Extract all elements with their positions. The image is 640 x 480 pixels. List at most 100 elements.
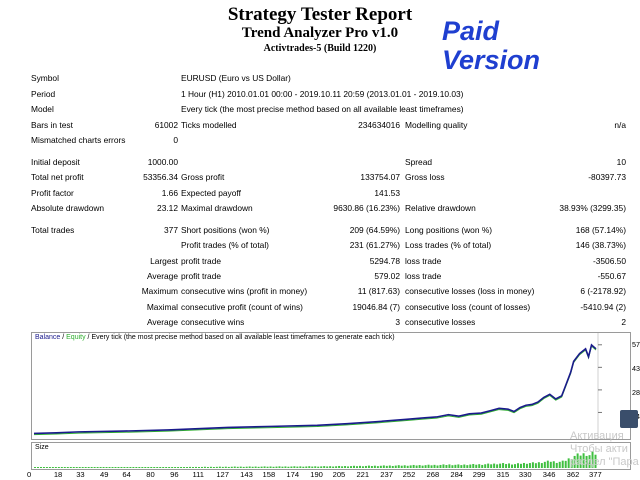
grossprofit-label: Gross profit xyxy=(181,172,225,182)
size-bar xyxy=(293,466,296,468)
size-bar xyxy=(558,461,561,468)
size-bar xyxy=(221,466,224,468)
size-bar xyxy=(99,467,102,468)
size-bar xyxy=(81,467,84,468)
size-bar xyxy=(90,467,93,468)
size-bar xyxy=(236,466,239,468)
size-bar xyxy=(549,461,552,468)
size-bar xyxy=(248,466,251,468)
size-bar xyxy=(421,465,424,468)
size-bar xyxy=(239,466,242,468)
size-bar xyxy=(582,453,585,468)
size-bar xyxy=(454,464,457,468)
average-loss-value: -550.67 xyxy=(597,271,626,281)
size-bar xyxy=(466,465,469,468)
size-bar xyxy=(364,465,367,468)
mismatch-label: Mismatched charts errors xyxy=(31,135,126,145)
size-bar xyxy=(484,464,487,468)
size-bar xyxy=(42,467,45,468)
maximal-label: Maximal xyxy=(146,302,178,312)
size-bar xyxy=(439,464,442,468)
broker-build: Activtrades-5 (Build 1220) xyxy=(263,43,377,54)
x-tick-label: 252 xyxy=(402,470,416,479)
netprofit-value: 53356.34 xyxy=(143,172,178,182)
size-bar xyxy=(305,466,308,468)
size-bar xyxy=(48,467,51,468)
size-bar xyxy=(350,466,353,468)
short-label: Short positions (won %) xyxy=(181,225,270,235)
quality-label: Modelling quality xyxy=(405,120,468,130)
size-bar xyxy=(34,467,36,468)
size-bar xyxy=(585,455,588,468)
size-bar xyxy=(150,467,153,468)
size-bar xyxy=(412,464,415,468)
max-wins-label: consecutive wins (profit in money) xyxy=(181,286,308,296)
size-bar xyxy=(57,467,60,468)
pf-label: Profit factor xyxy=(31,188,74,198)
max-losses-value: 6 (-2178.92) xyxy=(580,286,626,296)
size-bar xyxy=(117,467,120,468)
size-bar xyxy=(355,466,358,468)
paid-version-badge: Paid Version xyxy=(442,17,540,75)
average-profit-label: profit trade xyxy=(181,271,222,281)
size-bar xyxy=(552,461,555,468)
bars-label: Bars in test xyxy=(31,120,73,130)
size-bar xyxy=(254,466,257,468)
size-bar xyxy=(287,466,290,468)
size-bar xyxy=(588,455,591,468)
maximal-profit-label: consecutive profit (count of wins) xyxy=(181,302,303,312)
long-label: Long positions (won %) xyxy=(405,225,493,235)
x-tick-label: 64 xyxy=(122,470,131,479)
size-bar xyxy=(373,465,376,468)
size-bar xyxy=(171,467,174,468)
size-bar xyxy=(132,467,135,468)
size-bar xyxy=(361,466,364,468)
size-bar xyxy=(409,465,412,468)
size-bar xyxy=(347,466,350,468)
size-bar xyxy=(403,465,406,468)
balance-line xyxy=(33,343,597,435)
losstrades-label: Loss trades (% of total) xyxy=(405,240,492,250)
x-tick-label: 18 xyxy=(53,470,63,479)
x-tick-label: 96 xyxy=(170,470,179,479)
watermark-line: раздел "Пара xyxy=(570,456,639,468)
deposit-label: Initial deposit xyxy=(31,157,80,167)
size-bar xyxy=(490,464,493,468)
size-bar xyxy=(540,463,543,468)
x-tick-label: 330 xyxy=(518,470,532,479)
size-bar xyxy=(281,466,284,468)
size-bar xyxy=(427,464,430,468)
size-bar xyxy=(418,465,421,468)
avg-wins-label: consecutive wins xyxy=(181,317,245,327)
legend-separator: / xyxy=(60,334,67,341)
size-bar xyxy=(138,467,141,468)
size-bar xyxy=(341,466,344,468)
size-bar xyxy=(251,466,254,468)
size-chart-plot xyxy=(34,451,597,468)
maximal-loss-label: consecutive loss (count of losses) xyxy=(405,302,531,312)
max-losses-label: consecutive losses (loss in money) xyxy=(405,286,535,296)
size-bar xyxy=(102,467,105,468)
payoff-label: Expected payoff xyxy=(181,188,241,198)
size-bar xyxy=(591,451,594,468)
legend-description: / Every tick (the most precise method ba… xyxy=(85,334,395,341)
size-bar xyxy=(126,467,129,468)
largest-loss-label: loss trade xyxy=(405,256,442,266)
size-bar xyxy=(135,467,138,468)
size-bar xyxy=(87,467,90,468)
size-bar xyxy=(570,459,573,468)
spread-label: Spread xyxy=(405,157,433,167)
size-bar xyxy=(338,465,341,468)
size-bar xyxy=(546,460,549,468)
size-bar xyxy=(162,467,165,468)
size-bar xyxy=(335,466,338,468)
size-bar xyxy=(358,465,361,468)
size-bar xyxy=(233,466,236,468)
size-bar xyxy=(75,467,78,468)
balance-chart-plot xyxy=(33,333,602,439)
legend-balance: Balance xyxy=(35,334,61,341)
size-bar xyxy=(266,466,269,468)
size-bar xyxy=(508,463,511,468)
deposit-value: 1000.00 xyxy=(147,157,178,167)
size-bar xyxy=(519,463,522,468)
